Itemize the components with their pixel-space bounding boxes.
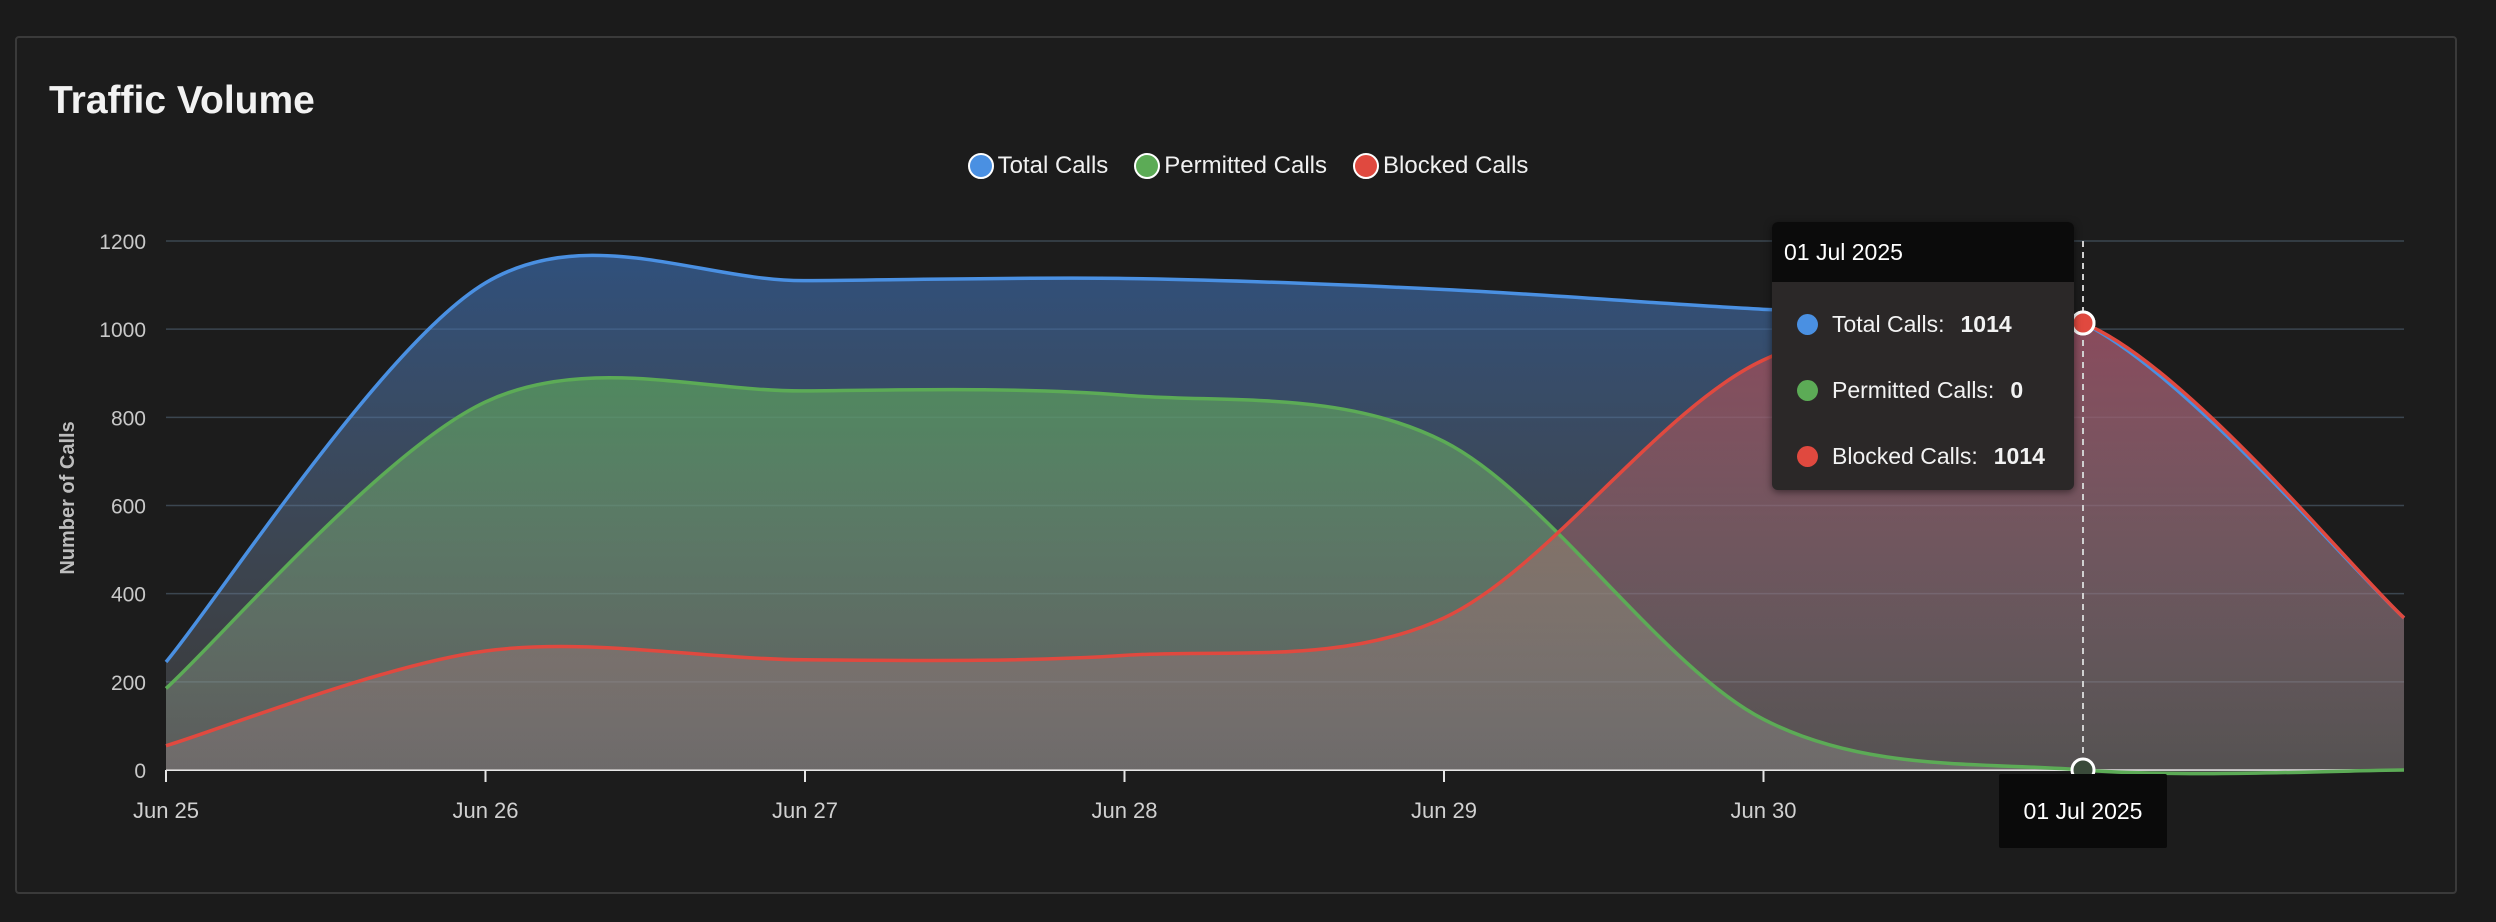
x-tick-label: Jun 30 — [1730, 798, 1796, 823]
y-axis-title: Number of Calls — [57, 421, 79, 574]
x-tick-label: Jun 25 — [133, 798, 199, 823]
tooltip-row-total-calls: Total Calls: 1014 — [1772, 304, 2012, 344]
tooltip-label-blocked-calls: Blocked Calls: — [1832, 442, 1978, 469]
legend-label-permitted-calls: Permitted Calls — [1164, 152, 1328, 179]
tooltip-row-blocked-calls: Blocked Calls: 1014 — [1772, 436, 2045, 476]
y-tick-label: 0 — [134, 760, 146, 783]
y-tick-label: 1000 — [99, 319, 146, 342]
tooltip-value-permitted-calls: 0 — [2010, 376, 2024, 403]
tooltip-value-total-calls: 1014 — [1960, 310, 2012, 337]
tooltip-row-permitted-calls: Permitted Calls: 0 — [1772, 370, 2023, 410]
tooltip-dot-total-calls — [1797, 313, 1818, 335]
y-tick-label: 800 — [111, 407, 146, 430]
tooltip-label-permitted-calls: Permitted Calls: — [1832, 376, 1995, 403]
tooltip-dot-blocked-calls — [1797, 445, 1818, 467]
tooltip-dot-permitted-calls — [1797, 379, 1818, 401]
x-tick-label: Jun 28 — [1091, 798, 1157, 823]
legend: Total Calls Permitted Calls Blocked Call… — [0, 148, 2496, 184]
legend-dot-total-calls — [967, 153, 994, 179]
tooltip-title: 01 Jul 2025 — [1772, 222, 2074, 282]
legend-item-blocked-calls[interactable]: Blocked Calls — [1353, 148, 1528, 184]
tooltip-value-blocked-calls: 1014 — [1993, 442, 2045, 469]
line-permitted-calls[interactable] — [164, 376, 2405, 776]
legend-item-permitted-calls[interactable]: Permitted Calls — [1134, 148, 1327, 184]
tooltip: 01 Jul 2025 Total Calls: 1014 Permitted … — [1772, 222, 2074, 490]
y-tick-label: 200 — [111, 672, 146, 695]
chart-title: Traffic Volume — [49, 79, 315, 122]
y-tick-label: 1200 — [99, 231, 146, 254]
marker-blocked-calls — [2070, 310, 2096, 336]
legend-dot-blocked-calls — [1353, 153, 1380, 179]
crosshair-x-label: 01 Jul 2025 — [1999, 774, 2167, 848]
y-tick-label: 600 — [111, 496, 146, 519]
x-tick-label: Jun 29 — [1411, 798, 1477, 823]
legend-dot-permitted-calls — [1134, 153, 1161, 179]
legend-label-blocked-calls: Blocked Calls — [1383, 152, 1529, 179]
legend-label-total-calls: Total Calls — [997, 152, 1109, 179]
x-tick-label: Jun 27 — [772, 798, 838, 823]
tooltip-label-total-calls: Total Calls: — [1832, 310, 1945, 337]
y-tick-label: 400 — [111, 584, 146, 607]
legend-item-total-calls[interactable]: Total Calls — [967, 148, 1109, 184]
x-tick-label: Jun 26 — [452, 798, 518, 823]
